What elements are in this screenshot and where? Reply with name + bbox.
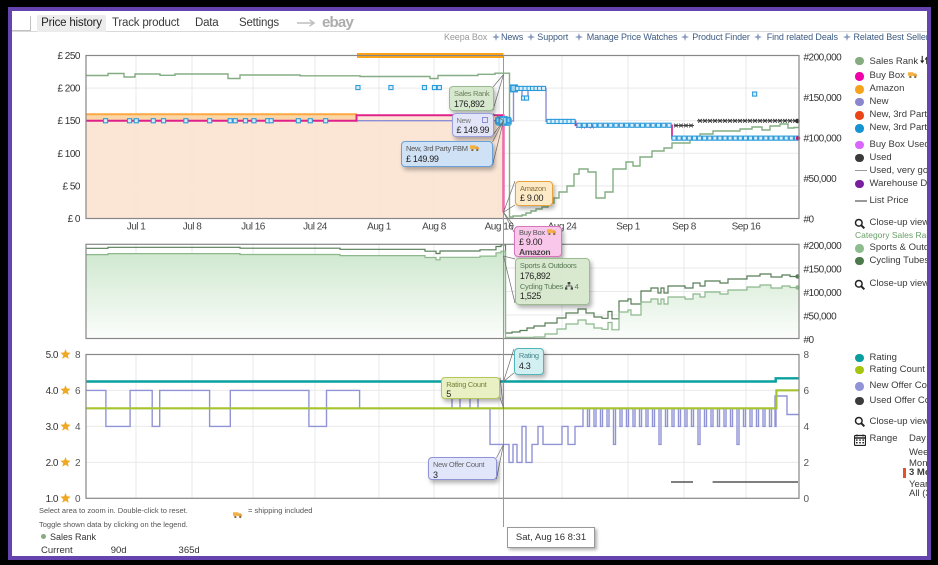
svg-text:Aug 24: Aug 24	[548, 222, 578, 233]
svg-text:#50,000: #50,000	[804, 174, 838, 185]
svg-text:Sep 8: Sep 8	[672, 222, 697, 233]
svg-text:Jul 1: Jul 1	[127, 222, 147, 233]
svg-text:2: 2	[75, 458, 81, 469]
svg-text:£ 150: £ 150	[57, 116, 80, 127]
svg-text:4: 4	[75, 422, 81, 433]
svg-text:#100,000: #100,000	[804, 134, 843, 145]
svg-text:Sep 16: Sep 16	[732, 222, 762, 233]
svg-text:6: 6	[804, 386, 810, 397]
svg-text:2.0: 2.0	[46, 458, 59, 469]
svg-text:£ 250: £ 250	[57, 51, 80, 62]
svg-text:4: 4	[804, 422, 810, 433]
svg-text:1.0: 1.0	[46, 494, 59, 505]
svg-text:£ 100: £ 100	[57, 149, 80, 160]
svg-text:#150,000: #150,000	[804, 93, 843, 104]
svg-text:#100,000: #100,000	[804, 288, 843, 299]
svg-text:#200,000: #200,000	[804, 53, 843, 64]
svg-text:#0: #0	[804, 335, 815, 346]
svg-text:#150,000: #150,000	[804, 265, 843, 276]
svg-text:3.0: 3.0	[46, 422, 59, 433]
svg-text:£ 200: £ 200	[57, 84, 80, 95]
svg-text:£ 50: £ 50	[63, 181, 81, 192]
svg-text:4.0: 4.0	[46, 386, 59, 397]
svg-text:#0: #0	[804, 215, 815, 226]
svg-text:#50,000: #50,000	[804, 312, 838, 323]
svg-text:#200,000: #200,000	[804, 241, 843, 252]
svg-text:Sep 1: Sep 1	[616, 222, 641, 233]
svg-text:Aug 16: Aug 16	[485, 222, 515, 233]
svg-text:6: 6	[75, 386, 81, 397]
svg-text:£ 0: £ 0	[68, 214, 81, 225]
svg-text:8: 8	[804, 350, 810, 361]
svg-text:0: 0	[804, 494, 810, 505]
svg-text:Jul 16: Jul 16	[241, 222, 266, 233]
svg-text:8: 8	[75, 350, 81, 361]
svg-text:0: 0	[75, 494, 81, 505]
svg-text:Aug 8: Aug 8	[422, 222, 447, 233]
svg-text:5.0: 5.0	[46, 350, 59, 361]
svg-text:Jul 8: Jul 8	[183, 222, 203, 233]
svg-text:Jul 24: Jul 24	[303, 222, 328, 233]
svg-text:2: 2	[804, 458, 810, 469]
svg-text:Aug 1: Aug 1	[367, 222, 392, 233]
